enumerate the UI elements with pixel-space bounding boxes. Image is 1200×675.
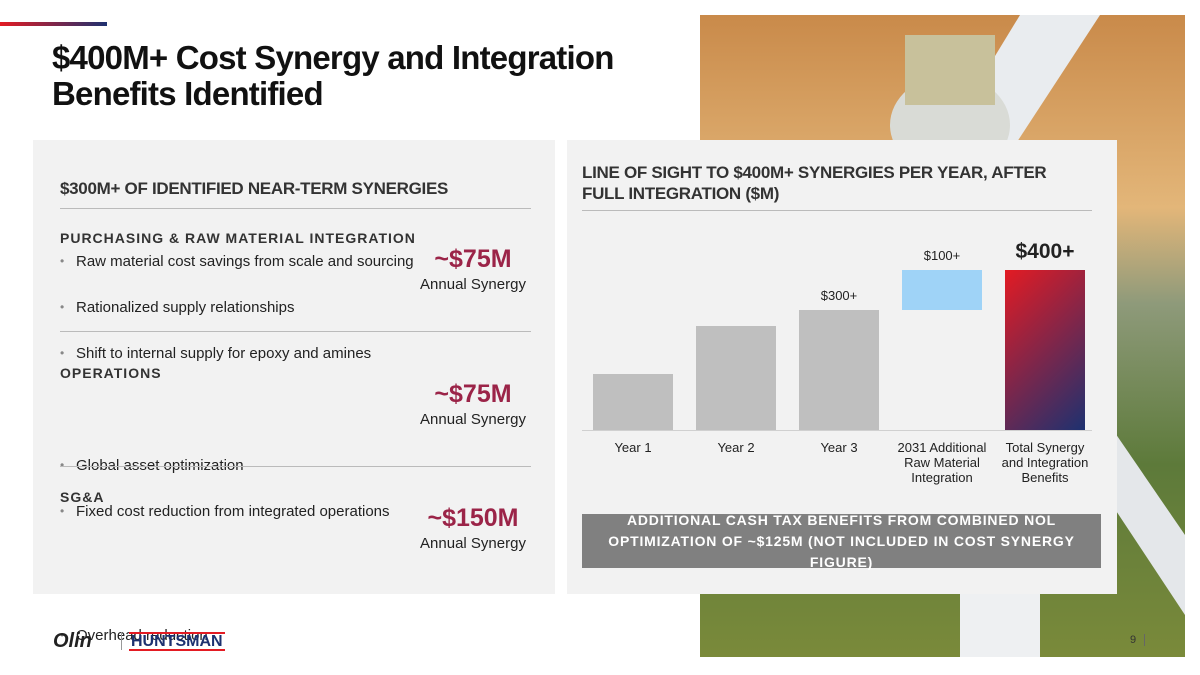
logo: Olin [53, 630, 92, 652]
x-tick-label: Year 2 [717, 440, 755, 455]
section-heading: OPERATIONS [60, 365, 162, 381]
x-tick-label: 2031 Additional Raw Material Integration [897, 440, 987, 485]
note: ADDITIONAL CASH TAX BENEFITS FROM COMBIN… [608, 511, 1075, 570]
logo: HUNTSMAN [129, 632, 225, 651]
bullet: Fixed cost reduction from integrated ope… [60, 500, 582, 523]
section-heading: SG&A [60, 489, 105, 505]
bullet: Overhead reduction [60, 624, 582, 647]
value-label: $300+ [820, 288, 858, 303]
synergy-caption: Annual Synergy [420, 411, 526, 428]
bullet: Shift to internal supply for epoxy and a… [60, 342, 582, 365]
synergy-amount: ~$75M [434, 380, 512, 408]
synergy-amount: ~$150M [427, 504, 519, 532]
x-tick-label: Total Synergy and Integration Benefits [1001, 440, 1089, 485]
x-tick-label: Year 3 [820, 440, 858, 455]
bullet: Rationalized supply relationships [60, 296, 582, 319]
bullet: Elimination of duplicative corporate cos… [60, 670, 582, 675]
logo-divider [121, 632, 122, 650]
divider [60, 466, 531, 467]
right-panel: LINE OF SIGHT TO $400M+ SYNERGIES PER YE… [567, 140, 1117, 594]
bar [902, 270, 982, 310]
divider [60, 331, 531, 332]
chart-title: LINE OF SIGHT TO $400M+ SYNERGIES PER YE… [582, 163, 1047, 203]
divider [60, 208, 531, 209]
bullet: Raw material cost savings from scale and… [60, 250, 582, 273]
panel-title: $300M+ OF IDENTIFIED NEAR-TERM SYNERGIES [60, 179, 449, 198]
value-label: $100+ [923, 248, 961, 263]
bar [593, 374, 673, 430]
bar [696, 326, 776, 430]
synergy-amount: ~$75M [434, 245, 512, 273]
synergy-caption: Annual Synergy [420, 276, 526, 293]
bar [799, 310, 879, 430]
synergy-caption: Annual Synergy [420, 535, 526, 552]
divider [582, 210, 1092, 211]
bullet: Global asset optimization [60, 454, 582, 477]
accent-line [0, 22, 107, 26]
slide-title: $400M+ Cost Synergy and Integration Bene… [52, 39, 614, 112]
left-panel: $300M+ OF IDENTIFIED NEAR-TERM SYNERGIES… [33, 140, 555, 675]
page-number: 9 [1130, 634, 1146, 646]
baseline [582, 430, 1092, 431]
section-heading: PURCHASING & RAW MATERIAL INTEGRATION [60, 230, 416, 246]
note-box: ADDITIONAL CASH TAX BENEFITS FROM COMBIN… [582, 512, 1101, 570]
x-tick-label: Year 1 [614, 440, 652, 455]
bar [1005, 270, 1085, 430]
value-label: $400+ [1015, 240, 1075, 263]
